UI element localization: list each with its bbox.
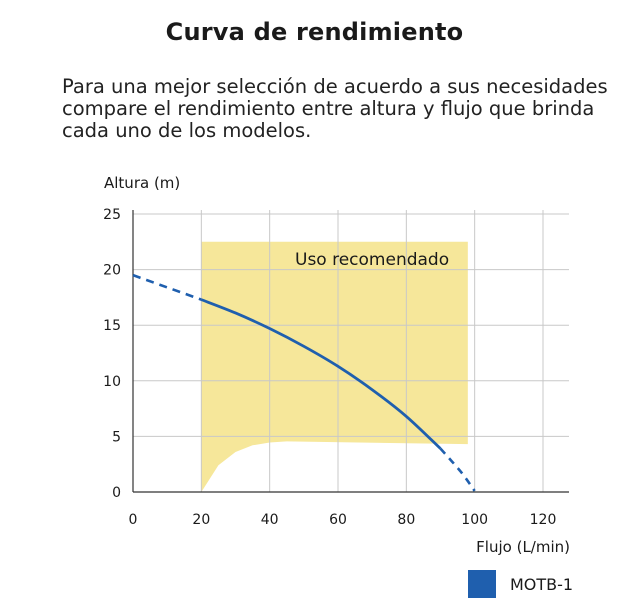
description-line: Para una mejor selección de acuerdo a su…: [62, 75, 608, 98]
y-tick-label: 15: [103, 318, 121, 334]
y-tick-label: 20: [103, 263, 121, 279]
description-line: cada uno de los modelos.: [62, 119, 312, 142]
legend-swatch: [468, 570, 496, 598]
description-line: compare el rendimiento entre altura y fl…: [62, 97, 595, 120]
y-tick-label: 5: [112, 429, 121, 445]
series-line: [200, 298, 442, 450]
legend: MOTB-1: [468, 570, 573, 598]
x-tick-label: 20: [192, 512, 210, 528]
legend-label: MOTB-1: [510, 574, 574, 594]
y-tick-label: 0: [112, 485, 121, 501]
x-axis-label: Flujo (L/min): [476, 538, 570, 556]
chart-title: Curva de rendimiento: [165, 18, 464, 46]
chart-description: Para una mejor selección de acuerdo a su…: [62, 76, 622, 142]
y-tick-label: 10: [103, 374, 121, 390]
series-line-dashed-start: [132, 273, 202, 301]
x-tick-label: 100: [461, 512, 488, 528]
x-tick-label: 60: [329, 512, 347, 528]
series-line-dashed-end: [439, 447, 476, 492]
y-tick-label: 25: [103, 207, 121, 223]
x-tick-label: 80: [397, 512, 415, 528]
region-annotation: Uso recomendado: [295, 250, 449, 270]
y-axis-label: Altura (m): [104, 174, 180, 192]
x-tick-label: 0: [129, 512, 138, 528]
x-tick-label: 40: [261, 512, 279, 528]
x-tick-label: 120: [530, 512, 557, 528]
recommended-region: [201, 241, 468, 492]
